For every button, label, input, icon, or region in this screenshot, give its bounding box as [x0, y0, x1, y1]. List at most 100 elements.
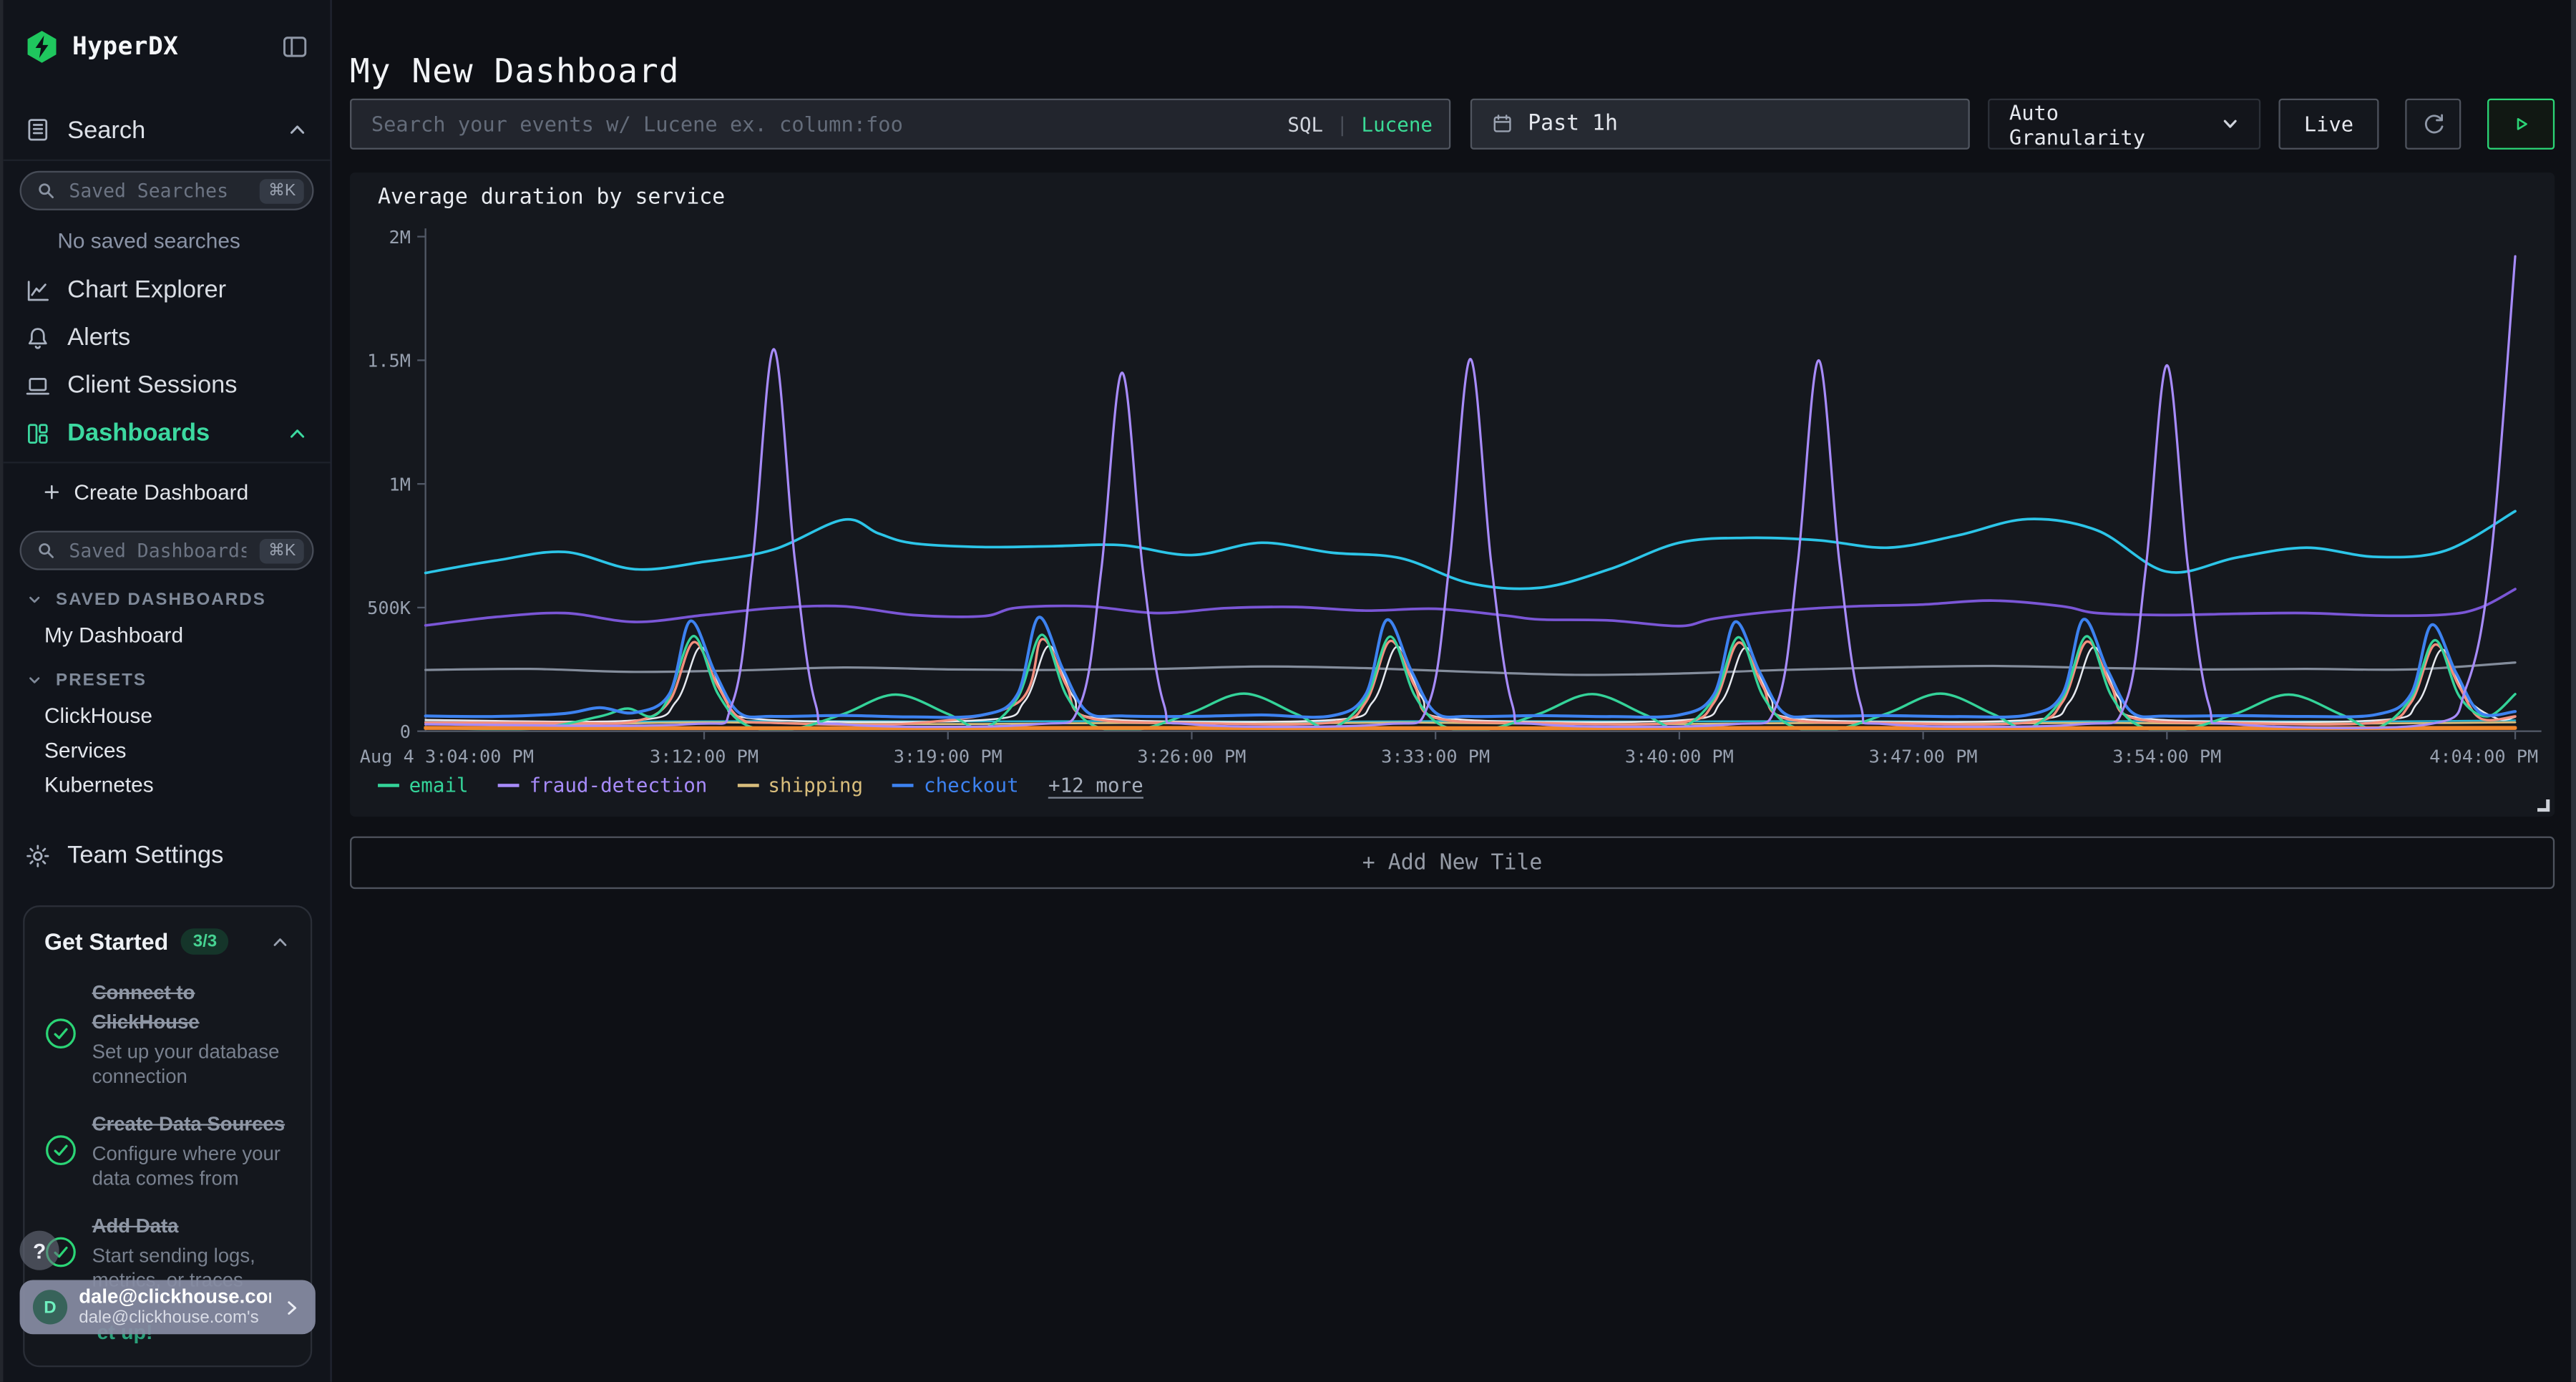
event-search-box: SQL | Lucene — [350, 99, 1450, 150]
legend-label: email — [409, 774, 469, 797]
saved-dashboards-section-toggle[interactable]: SAVED DASHBOARDS — [4, 588, 331, 610]
chevron-down-icon — [26, 590, 43, 607]
divider — [4, 462, 331, 463]
legend-item-checkout[interactable]: checkout — [892, 774, 1018, 797]
series-unlabeled — [426, 511, 2515, 588]
saved-dashboards-input[interactable] — [66, 537, 250, 564]
get-started-step-sources[interactable]: Create Data Sources Configure where your… — [44, 1109, 291, 1192]
user-email: dale@clickhouse.com — [79, 1286, 271, 1309]
sidebar-nav: Chart Explorer Alerts Client Sessions Da… — [4, 266, 331, 457]
gear-icon — [24, 842, 51, 869]
get-started-progress-badge: 3/3 — [182, 928, 229, 955]
sidebar-item-label: Search — [67, 116, 145, 144]
bell-icon — [24, 324, 51, 351]
legend-label: fraud-detection — [530, 774, 708, 797]
legend-item-fraud-detection[interactable]: fraud-detection — [498, 774, 707, 797]
event-search-input[interactable] — [368, 110, 1274, 138]
chevron-up-icon — [286, 118, 308, 141]
refresh-icon — [2421, 112, 2445, 136]
step-description: Set up your database connection — [92, 1040, 291, 1089]
sidebar-item-label: Team Settings — [67, 842, 223, 870]
step-description: Configure where your data comes from — [92, 1142, 291, 1192]
run-query-button[interactable] — [2487, 99, 2555, 150]
chevron-right-icon — [283, 1298, 303, 1318]
sidebar-item-chart-explorer[interactable]: Chart Explorer — [4, 266, 331, 314]
svg-text:3:40:00 PM: 3:40:00 PM — [1625, 746, 1734, 767]
saved-searches-input[interactable] — [66, 177, 250, 204]
granularity-value: Auto Granularity — [2009, 99, 2205, 149]
dashboard-tile: Average duration by service 2M 1.5M 1M 500K… — [350, 172, 2555, 817]
chart-legend: email fraud-detection shipping checkout +12 … — [378, 772, 1143, 799]
svg-text:3:19:00 PM: 3:19:00 PM — [894, 746, 1002, 767]
tile-title: Average duration by service — [378, 185, 725, 210]
svg-text:1.5M: 1.5M — [367, 351, 411, 371]
sidebar-item-alerts[interactable]: Alerts — [4, 314, 331, 362]
sidebar-item-label: Alerts — [67, 323, 130, 351]
svg-text:500K: 500K — [367, 598, 411, 618]
brand-name[interactable]: HyperDX — [72, 31, 178, 61]
dashboard-grid-icon — [24, 420, 51, 447]
time-range-value: Past 1h — [1528, 112, 1618, 136]
shortcut-badge: ⌘K — [260, 178, 304, 203]
get-started-title: Get Started — [44, 928, 168, 955]
sidebar-item-label: Client Sessions — [67, 371, 237, 399]
sql-language-toggle[interactable]: SQL — [1287, 112, 1323, 135]
get-started-header[interactable]: Get Started 3/3 — [44, 925, 291, 958]
create-dashboard-label: Create Dashboard — [74, 479, 248, 503]
legend-item-shipping[interactable]: shipping — [737, 774, 863, 797]
check-circle-icon — [44, 1017, 77, 1050]
saved-dashboards-search[interactable]: ⌘K — [20, 531, 314, 570]
svg-text:3:54:00 PM: 3:54:00 PM — [2112, 746, 2221, 767]
user-subtitle: dale@clickhouse.com's — [79, 1308, 271, 1328]
sidebar-collapse-icon[interactable] — [281, 32, 309, 60]
saved-searches-search[interactable]: ⌘K — [20, 171, 314, 210]
user-menu[interactable]: D dale@clickhouse.com dale@clickhouse.co… — [20, 1280, 316, 1335]
refresh-button[interactable] — [2405, 99, 2461, 150]
sidebar-item-dashboards[interactable]: Dashboards — [4, 409, 331, 457]
presets-section-toggle[interactable]: PRESETS — [4, 668, 331, 690]
sidebar-item-clickhouse[interactable]: ClickHouse — [4, 704, 331, 726]
step-title: Create Data Sources — [92, 1112, 286, 1135]
legend-item-email[interactable]: email — [378, 774, 469, 797]
live-button[interactable]: Live — [2278, 99, 2379, 150]
hyperdx-logo-icon[interactable] — [24, 29, 59, 63]
lucene-language-toggle[interactable]: Lucene — [1361, 112, 1433, 135]
chevron-down-icon — [26, 671, 43, 688]
svg-text:3:26:00 PM: 3:26:00 PM — [1137, 746, 1246, 767]
sidebar-item-client-sessions[interactable]: Client Sessions — [4, 361, 331, 409]
sidebar-item-kubernetes[interactable]: Kubernetes — [4, 772, 331, 795]
logo-row: HyperDX — [4, 0, 331, 92]
create-dashboard-button[interactable]: Create Dashboard — [4, 468, 331, 514]
legend-swatch — [737, 784, 758, 787]
svg-text:4:04:00 PM: 4:04:00 PM — [2429, 746, 2538, 767]
svg-text:3:33:00 PM: 3:33:00 PM — [1381, 746, 1490, 767]
get-started-step-connect[interactable]: Connect to ClickHouse Set up your databa… — [44, 978, 291, 1089]
add-new-tile-button[interactable]: + Add New Tile — [350, 837, 2555, 889]
sidebar-item-services[interactable]: Services — [4, 738, 331, 761]
play-icon — [2510, 113, 2532, 135]
sidebar-item-label: Chart Explorer — [67, 276, 226, 304]
legend-more-link[interactable]: +12 more — [1048, 773, 1143, 797]
tile-resize-handle[interactable] — [2533, 795, 2550, 812]
svg-text:1M: 1M — [389, 474, 411, 495]
main-content: My New Dashboard SQL | Lucene Past 1h Au… — [332, 0, 2576, 1382]
page-scrollbar[interactable] — [2571, 0, 2576, 1382]
svg-text:2M: 2M — [389, 227, 411, 248]
granularity-select[interactable]: Auto Granularity — [1988, 99, 2260, 150]
legend-label: shipping — [768, 774, 863, 797]
sidebar-item-my-dashboard[interactable]: My Dashboard — [4, 623, 331, 646]
chart-icon — [24, 277, 51, 303]
sidebar-item-team-settings[interactable]: Team Settings — [4, 842, 331, 870]
legend-label: checkout — [924, 774, 1019, 797]
time-range-picker[interactable]: Past 1h — [1470, 99, 1970, 150]
svg-text:3:47:00 PM: 3:47:00 PM — [1869, 746, 1978, 767]
calendar-icon — [1492, 113, 1513, 135]
chevron-up-icon — [270, 931, 291, 953]
step-title: Add Data — [92, 1215, 179, 1237]
search-icon — [36, 181, 57, 201]
sidebar-item-search[interactable]: Search — [4, 105, 331, 155]
help-button[interactable]: ? — [20, 1231, 59, 1270]
